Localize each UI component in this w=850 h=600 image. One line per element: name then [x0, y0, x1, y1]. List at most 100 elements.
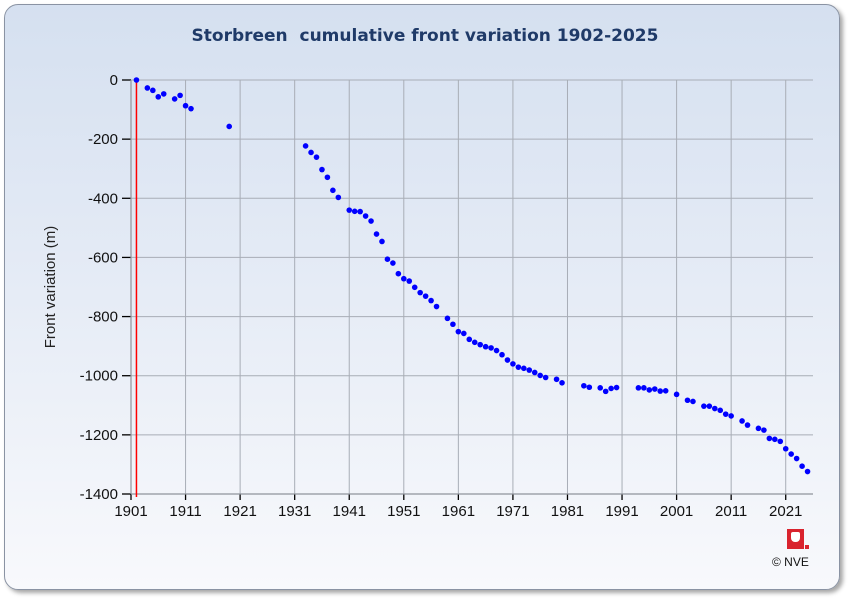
data-point [608, 385, 614, 392]
data-point [373, 231, 380, 237]
data-point [673, 391, 680, 398]
data-point [171, 96, 178, 102]
data-point [450, 321, 456, 328]
data-point [155, 94, 162, 100]
data-point [390, 260, 396, 266]
data-point [411, 284, 418, 291]
data-point [646, 387, 653, 393]
data-point [401, 275, 407, 282]
data-point [651, 386, 658, 392]
y-tick-label: 0 [110, 72, 118, 89]
data-point [368, 218, 374, 224]
data-point [613, 384, 620, 391]
data-point [641, 385, 647, 391]
data-point [662, 387, 669, 394]
data-point [537, 372, 543, 379]
data-point [482, 343, 489, 350]
data-point [772, 436, 778, 443]
data-point [188, 105, 194, 112]
x-tick-label: 1931 [278, 503, 311, 520]
data-point [428, 297, 434, 304]
data-point [706, 403, 713, 409]
chart-panel [4, 4, 840, 590]
data-point [133, 77, 140, 83]
x-tick-label: 2011 [715, 503, 747, 520]
data-point [542, 374, 549, 381]
data-point [744, 422, 751, 428]
x-tick-label: 1921 [223, 503, 256, 520]
data-point [684, 397, 691, 404]
x-tick-label: 1991 [605, 503, 638, 520]
data-point [417, 289, 423, 296]
x-tick-label: 1911 [169, 503, 201, 520]
y-tick-label: -200 [88, 131, 118, 148]
data-point [782, 445, 789, 452]
data-point [144, 85, 151, 91]
data-point [395, 270, 402, 277]
data-point [422, 293, 429, 299]
data-point [324, 174, 331, 181]
data-point [488, 345, 494, 351]
data-point [553, 376, 560, 383]
data-point [804, 468, 811, 475]
copyright-text: © NVE [772, 555, 809, 569]
data-point [177, 92, 183, 99]
x-tick-label: 1961 [442, 503, 475, 520]
x-tick-label: 2021 [769, 503, 802, 520]
data-point [602, 388, 609, 395]
data-point [690, 398, 696, 405]
data-point [455, 328, 462, 335]
data-point [504, 357, 511, 363]
x-tick-label: 1951 [387, 503, 420, 520]
data-point [226, 123, 233, 130]
data-point [728, 413, 734, 419]
x-tick-label: 1971 [496, 503, 529, 520]
data-point [406, 278, 413, 284]
data-point [444, 315, 451, 322]
data-point [182, 102, 189, 109]
data-point [515, 364, 522, 370]
data-point [510, 361, 516, 367]
x-tick-label: 2001 [660, 503, 693, 520]
nve-logo [787, 529, 809, 549]
x-tick-label: 1981 [551, 503, 584, 520]
data-point [711, 405, 718, 412]
y-tick-label: -400 [88, 190, 118, 207]
data-point [739, 418, 745, 424]
y-tick-label: -1000 [80, 368, 118, 385]
y-tick-label: -1200 [80, 427, 118, 444]
data-point [722, 411, 729, 417]
data-point [559, 380, 565, 386]
data-point [777, 438, 784, 445]
data-point [493, 347, 500, 354]
data-point [717, 407, 724, 414]
data-point [319, 166, 325, 173]
data-point [761, 427, 767, 433]
data-point [521, 365, 527, 372]
data-point [433, 303, 440, 310]
data-point [335, 194, 342, 201]
data-point [531, 369, 538, 376]
data-point [330, 187, 336, 194]
data-point [581, 382, 587, 389]
data-point [384, 256, 391, 263]
data-point [346, 207, 353, 213]
data-point [799, 463, 805, 470]
data-point [160, 91, 167, 97]
data-point [362, 213, 369, 219]
data-point [379, 238, 385, 245]
y-tick-label: -1400 [80, 486, 118, 503]
data-point [150, 87, 156, 94]
data-point [357, 208, 363, 215]
y-tick-label: -600 [88, 249, 118, 266]
data-point [766, 435, 773, 442]
data-point [477, 341, 483, 348]
x-tick-label: 1941 [333, 503, 366, 520]
data-point [466, 336, 473, 343]
y-tick-label: -800 [88, 309, 118, 326]
data-point [471, 339, 478, 346]
data-point [701, 403, 707, 409]
data-point [586, 384, 593, 391]
data-point [526, 367, 533, 373]
